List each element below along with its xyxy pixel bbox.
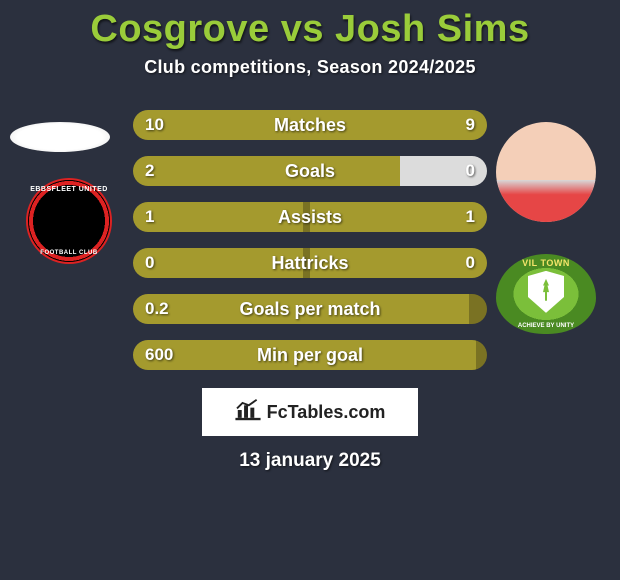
footer-attribution[interactable]: FcTables.com [202,388,418,436]
stat-row: Min per goal600 [0,332,620,378]
stat-row: Goals20 [0,148,620,194]
comparison-infographic: Cosgrove vs Josh Sims Club competitions,… [0,0,620,580]
stat-bar: Goals per match0.2 [133,294,487,324]
stat-bar: Goals20 [133,156,487,186]
stat-row: Matches109 [0,102,620,148]
chart-icon [235,399,261,426]
date-text: 13 january 2025 [0,450,620,472]
page-title: Cosgrove vs Josh Sims [0,8,620,51]
stat-bar: Matches109 [133,110,487,140]
stat-bar: Min per goal600 [133,340,487,370]
footer-brand-text: FcTables.com [267,402,386,423]
stat-rows: Matches109 Goals20 Assists11 Hattricks00 Goa… [0,102,620,378]
stat-bar: Assists11 [133,202,487,232]
subtitle: Club competitions, Season 2024/2025 [0,57,620,78]
stat-row: Hattricks00 [0,240,620,286]
stat-row: Goals per match0.2 [0,286,620,332]
stat-bar: Hattricks00 [133,248,487,278]
stat-row: Assists11 [0,194,620,240]
